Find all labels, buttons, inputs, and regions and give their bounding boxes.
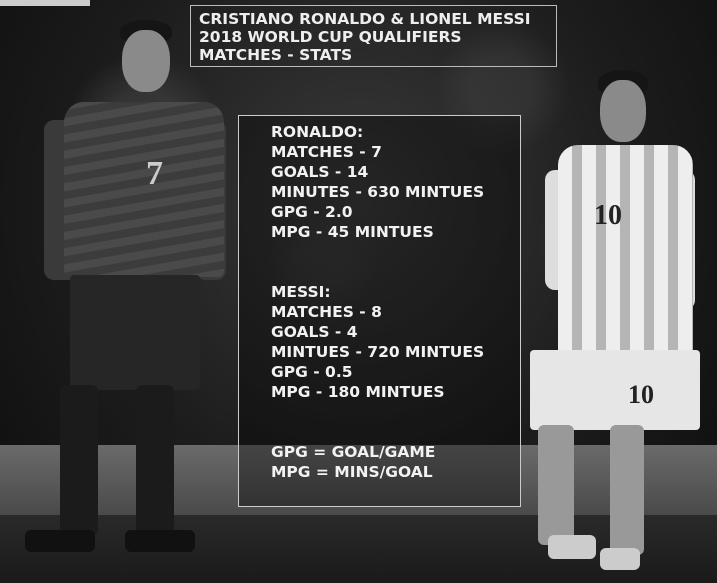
- pitch: [0, 515, 717, 583]
- ronaldo-stat: MINUTES - 630 MINTUES: [271, 183, 485, 201]
- legend-line: MPG = MINS/GOAL: [271, 463, 433, 481]
- messi-heading: MESSI:: [271, 283, 331, 301]
- ronaldo-heading: RONALDO:: [271, 123, 364, 141]
- messi-stat: MPG - 180 MINTUES: [271, 383, 445, 401]
- subtitle-line: 2018 WORLD CUP QUALIFIERS: [199, 28, 462, 46]
- messi-stat: GOALS - 4: [271, 323, 358, 341]
- legend-line: GPG = GOAL/GAME: [271, 443, 436, 461]
- title-box: CRISTIANO RONALDO & LIONEL MESSI 2018 WO…: [190, 5, 557, 67]
- ronaldo-stat: GPG - 2.0: [271, 203, 353, 221]
- title-line: CRISTIANO RONALDO & LIONEL MESSI: [199, 10, 531, 28]
- watermark: [0, 0, 90, 6]
- messi-stat: GPG - 0.5: [271, 363, 353, 381]
- subtitle-line: MATCHES - STATS: [199, 46, 353, 64]
- messi-shorts-number: 10: [628, 380, 654, 409]
- stats-box: RONALDO: MATCHES - 7 GOALS - 14 MINUTES …: [238, 115, 521, 507]
- ronaldo-stat: MPG - 45 MINTUES: [271, 223, 434, 241]
- messi-photo: 10 10: [520, 70, 710, 575]
- messi-stat: MATCHES - 8: [271, 303, 382, 321]
- advertising-boards: [0, 445, 717, 515]
- ronaldo-shirt-number: 7: [146, 155, 163, 192]
- ronaldo-stat: GOALS - 14: [271, 163, 369, 181]
- ronaldo-photo: 7: [20, 20, 240, 570]
- messi-shirt-number: 10: [594, 200, 622, 231]
- ronaldo-stat: MATCHES - 7: [271, 143, 382, 161]
- messi-stat: MINTUES - 720 MINTUES: [271, 343, 485, 361]
